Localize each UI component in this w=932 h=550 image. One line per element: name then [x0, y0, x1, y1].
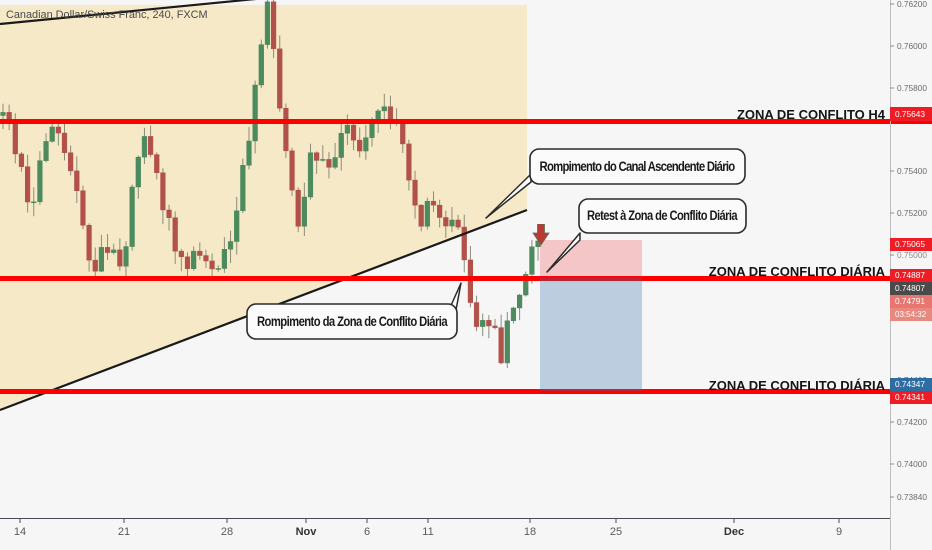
svg-text:6: 6: [364, 526, 370, 538]
svg-text:11: 11: [422, 526, 433, 538]
svg-text:Dec: Dec: [724, 526, 744, 538]
svg-text:18: 18: [524, 526, 536, 538]
svg-text:Nov: Nov: [296, 526, 318, 538]
svg-text:21: 21: [118, 526, 130, 538]
svg-text:14: 14: [14, 526, 26, 538]
svg-text:9: 9: [836, 526, 842, 538]
svg-text:28: 28: [221, 526, 233, 538]
svg-text:25: 25: [610, 526, 622, 538]
